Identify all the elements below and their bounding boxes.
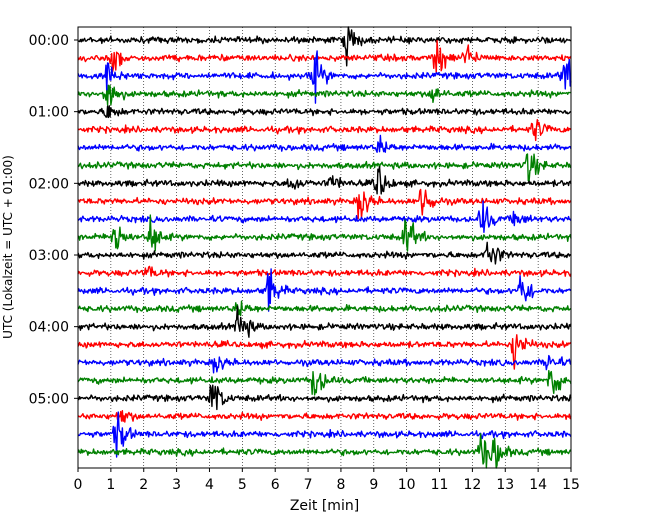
seismic-trace: [77, 118, 572, 142]
seismic-traces: [77, 26, 572, 469]
seismic-trace: [77, 214, 572, 252]
x-tick-label: 4: [205, 477, 214, 493]
x-tick-label: 9: [369, 477, 378, 493]
seismic-trace: [77, 105, 572, 119]
x-axis-label: Zeit [min]: [290, 498, 359, 514]
x-tick-label: 8: [336, 477, 345, 493]
seismic-trace: [77, 241, 572, 265]
y-tick-label: 04:00: [29, 320, 69, 336]
seismic-trace: [77, 166, 572, 195]
seismic-trace: [77, 334, 572, 370]
y-tick-label: 02:00: [29, 176, 69, 192]
seismic-trace: [77, 369, 572, 396]
x-tick-label: 3: [172, 477, 181, 493]
seismic-trace: [77, 50, 572, 104]
x-tick-label: 14: [529, 477, 547, 493]
x-tick-label: 10: [398, 477, 416, 493]
seismic-trace: [77, 300, 572, 317]
seismic-trace: [77, 268, 572, 312]
x-tick-label: 1: [106, 477, 115, 493]
y-tick-label: 05:00: [29, 391, 69, 407]
seismic-trace: [77, 305, 572, 338]
seismic-trace: [77, 433, 572, 469]
x-tick-label: 12: [463, 477, 481, 493]
seismic-trace: [77, 26, 572, 67]
seismic-trace: [77, 134, 572, 153]
plot-frame: [77, 26, 572, 469]
seismic-trace: [77, 188, 572, 220]
x-tick-label: 13: [496, 477, 514, 493]
x-tick-label: 2: [139, 477, 148, 493]
y-axis-label: UTC (Lokalzeit = UTC + 01:00): [1, 155, 15, 339]
y-tick-label: 03:00: [29, 248, 69, 264]
y-tick-label: 00:00: [29, 33, 69, 49]
x-tick-label: 7: [304, 477, 313, 493]
seismic-trace: [77, 265, 572, 278]
seismic-trace: [77, 411, 572, 458]
x-tick-label: 6: [271, 477, 280, 493]
seismic-trace: [77, 84, 572, 106]
x-tick-label: 11: [431, 477, 449, 493]
seismic-trace: [77, 410, 572, 423]
x-tick-label: 15: [562, 477, 580, 493]
x-tick-label: 0: [74, 477, 83, 493]
seismic-trace: [77, 200, 572, 233]
x-tick-label: 5: [238, 477, 247, 493]
y-tick-label: 01:00: [29, 105, 69, 121]
y-axis-ticks: 00:00 01:00 02:00 03:00 04:00 05:00: [29, 33, 78, 407]
seismic-trace: [77, 39, 572, 74]
seismic-trace: [77, 354, 572, 374]
x-axis-ticks: 0 1 2 3 4 5 6 7 8 9 10 11 12 13 14 15: [74, 468, 580, 493]
seismic-trace: [77, 153, 572, 182]
seismic-trace: [77, 384, 572, 411]
